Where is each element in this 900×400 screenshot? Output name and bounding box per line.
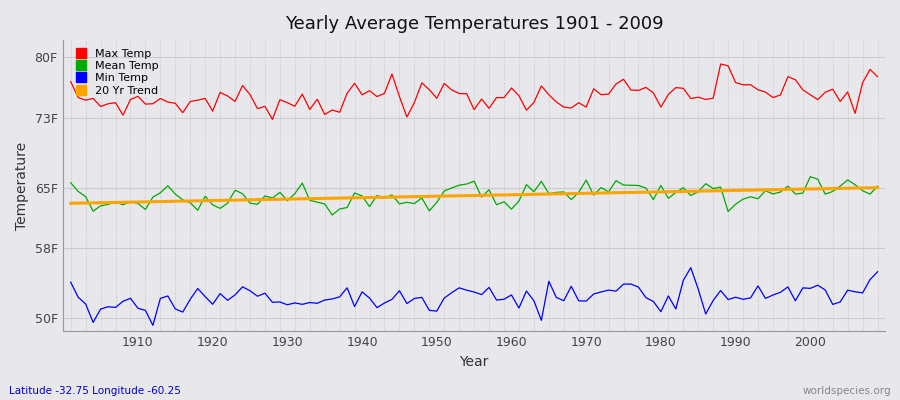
Legend: Max Temp, Mean Temp, Min Temp, 20 Yr Trend: Max Temp, Mean Temp, Min Temp, 20 Yr Tre… (77, 48, 158, 96)
Title: Yearly Average Temperatures 1901 - 2009: Yearly Average Temperatures 1901 - 2009 (284, 15, 663, 33)
Y-axis label: Temperature: Temperature (15, 142, 29, 230)
X-axis label: Year: Year (459, 355, 489, 369)
Text: worldspecies.org: worldspecies.org (803, 386, 891, 396)
Text: Latitude -32.75 Longitude -60.25: Latitude -32.75 Longitude -60.25 (9, 386, 181, 396)
